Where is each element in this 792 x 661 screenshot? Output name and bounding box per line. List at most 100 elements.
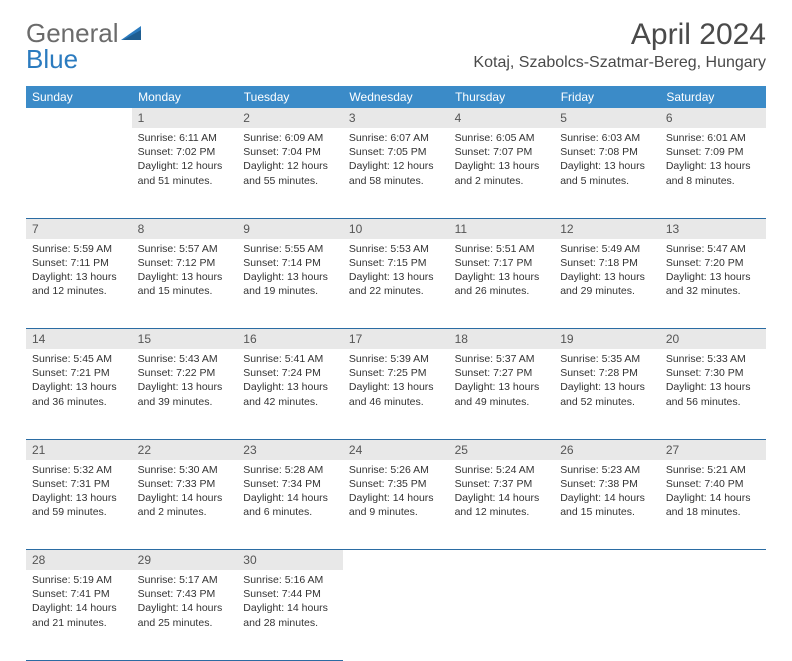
- day-content-cell: Sunrise: 5:37 AMSunset: 7:27 PMDaylight:…: [449, 349, 555, 439]
- day-content-cell: Sunrise: 5:55 AMSunset: 7:14 PMDaylight:…: [237, 239, 343, 329]
- day-number-cell: 16: [237, 329, 343, 350]
- sunset-line: Sunset: 7:08 PM: [560, 145, 654, 159]
- day-number-cell: 28: [26, 550, 132, 571]
- sunset-line: Sunset: 7:18 PM: [560, 256, 654, 270]
- day-number-cell: 13: [660, 218, 766, 239]
- sunset-line: Sunset: 7:43 PM: [138, 587, 232, 601]
- day-content-cell: Sunrise: 5:32 AMSunset: 7:31 PMDaylight:…: [26, 460, 132, 550]
- day-number-row: 14151617181920: [26, 329, 766, 350]
- day-content-cell: Sunrise: 5:59 AMSunset: 7:11 PMDaylight:…: [26, 239, 132, 329]
- sunrise-line: Sunrise: 6:11 AM: [138, 131, 232, 145]
- day-content-cell: Sunrise: 5:47 AMSunset: 7:20 PMDaylight:…: [660, 239, 766, 329]
- sunset-line: Sunset: 7:02 PM: [138, 145, 232, 159]
- location: Kotaj, Szabolcs-Szatmar-Bereg, Hungary: [473, 54, 766, 72]
- sunrise-line: Sunrise: 6:05 AM: [455, 131, 549, 145]
- sunset-line: Sunset: 7:37 PM: [455, 477, 549, 491]
- day-number-cell: 25: [449, 439, 555, 460]
- sunrise-line: Sunrise: 6:09 AM: [243, 131, 337, 145]
- sunset-line: Sunset: 7:21 PM: [32, 366, 126, 380]
- day-content-cell: Sunrise: 6:09 AMSunset: 7:04 PMDaylight:…: [237, 128, 343, 218]
- day-content-row: Sunrise: 6:11 AMSunset: 7:02 PMDaylight:…: [26, 128, 766, 218]
- weekday-header: Friday: [554, 86, 660, 108]
- daylight-line: Daylight: 12 hours and 51 minutes.: [138, 159, 232, 187]
- sunrise-line: Sunrise: 5:17 AM: [138, 573, 232, 587]
- day-number-cell: [449, 550, 555, 571]
- day-number-row: 21222324252627: [26, 439, 766, 460]
- sunrise-line: Sunrise: 5:59 AM: [32, 242, 126, 256]
- weekday-header: Monday: [132, 86, 238, 108]
- sunset-line: Sunset: 7:24 PM: [243, 366, 337, 380]
- sunrise-line: Sunrise: 5:37 AM: [455, 352, 549, 366]
- sunrise-line: Sunrise: 5:16 AM: [243, 573, 337, 587]
- sunset-line: Sunset: 7:35 PM: [349, 477, 443, 491]
- day-number-cell: 23: [237, 439, 343, 460]
- sunset-line: Sunset: 7:05 PM: [349, 145, 443, 159]
- day-content-cell: [554, 570, 660, 660]
- sunrise-line: Sunrise: 6:07 AM: [349, 131, 443, 145]
- day-content-row: Sunrise: 5:45 AMSunset: 7:21 PMDaylight:…: [26, 349, 766, 439]
- day-content-row: Sunrise: 5:19 AMSunset: 7:41 PMDaylight:…: [26, 570, 766, 660]
- sunrise-line: Sunrise: 5:51 AM: [455, 242, 549, 256]
- day-content-cell: Sunrise: 5:23 AMSunset: 7:38 PMDaylight:…: [554, 460, 660, 550]
- daylight-line: Daylight: 12 hours and 55 minutes.: [243, 159, 337, 187]
- day-number-cell: 2: [237, 108, 343, 128]
- day-content-cell: Sunrise: 5:39 AMSunset: 7:25 PMDaylight:…: [343, 349, 449, 439]
- sunset-line: Sunset: 7:14 PM: [243, 256, 337, 270]
- day-number-cell: 30: [237, 550, 343, 571]
- sunrise-line: Sunrise: 5:49 AM: [560, 242, 654, 256]
- day-number-row: 282930: [26, 550, 766, 571]
- daylight-line: Daylight: 13 hours and 2 minutes.: [455, 159, 549, 187]
- sunset-line: Sunset: 7:34 PM: [243, 477, 337, 491]
- day-number-cell: 9: [237, 218, 343, 239]
- sunset-line: Sunset: 7:22 PM: [138, 366, 232, 380]
- daylight-line: Daylight: 13 hours and 8 minutes.: [666, 159, 760, 187]
- daylight-line: Daylight: 13 hours and 19 minutes.: [243, 270, 337, 298]
- header-right: April 2024 Kotaj, Szabolcs-Szatmar-Bereg…: [473, 18, 766, 72]
- daylight-line: Daylight: 14 hours and 2 minutes.: [138, 491, 232, 519]
- daylight-line: Daylight: 13 hours and 56 minutes.: [666, 380, 760, 408]
- day-content-row: Sunrise: 5:32 AMSunset: 7:31 PMDaylight:…: [26, 460, 766, 550]
- day-content-cell: [660, 570, 766, 660]
- sunrise-line: Sunrise: 5:24 AM: [455, 463, 549, 477]
- weekday-header: Saturday: [660, 86, 766, 108]
- sunrise-line: Sunrise: 6:01 AM: [666, 131, 760, 145]
- day-number-cell: 24: [343, 439, 449, 460]
- day-number-cell: [554, 550, 660, 571]
- sunrise-line: Sunrise: 6:03 AM: [560, 131, 654, 145]
- sunrise-line: Sunrise: 5:28 AM: [243, 463, 337, 477]
- weekday-header-row: SundayMondayTuesdayWednesdayThursdayFrid…: [26, 86, 766, 108]
- day-number-cell: 6: [660, 108, 766, 128]
- day-number-cell: 27: [660, 439, 766, 460]
- day-number-row: 78910111213: [26, 218, 766, 239]
- daylight-line: Daylight: 13 hours and 36 minutes.: [32, 380, 126, 408]
- weekday-header: Tuesday: [237, 86, 343, 108]
- day-content-cell: Sunrise: 5:30 AMSunset: 7:33 PMDaylight:…: [132, 460, 238, 550]
- day-content-cell: Sunrise: 5:17 AMSunset: 7:43 PMDaylight:…: [132, 570, 238, 660]
- day-content-cell: Sunrise: 5:26 AMSunset: 7:35 PMDaylight:…: [343, 460, 449, 550]
- sunrise-line: Sunrise: 5:45 AM: [32, 352, 126, 366]
- daylight-line: Daylight: 13 hours and 15 minutes.: [138, 270, 232, 298]
- sunrise-line: Sunrise: 5:30 AM: [138, 463, 232, 477]
- day-content-cell: Sunrise: 5:45 AMSunset: 7:21 PMDaylight:…: [26, 349, 132, 439]
- daylight-line: Daylight: 13 hours and 12 minutes.: [32, 270, 126, 298]
- sunrise-line: Sunrise: 5:39 AM: [349, 352, 443, 366]
- logo-text-2: Blue: [26, 44, 78, 75]
- daylight-line: Daylight: 14 hours and 21 minutes.: [32, 601, 126, 629]
- weekday-header: Sunday: [26, 86, 132, 108]
- daylight-line: Daylight: 12 hours and 58 minutes.: [349, 159, 443, 187]
- sunset-line: Sunset: 7:40 PM: [666, 477, 760, 491]
- sunset-line: Sunset: 7:33 PM: [138, 477, 232, 491]
- day-number-cell: 29: [132, 550, 238, 571]
- day-content-cell: Sunrise: 5:33 AMSunset: 7:30 PMDaylight:…: [660, 349, 766, 439]
- day-number-cell: [660, 550, 766, 571]
- day-content-row: Sunrise: 5:59 AMSunset: 7:11 PMDaylight:…: [26, 239, 766, 329]
- day-number-cell: 14: [26, 329, 132, 350]
- sunset-line: Sunset: 7:30 PM: [666, 366, 760, 380]
- calendar-table: SundayMondayTuesdayWednesdayThursdayFrid…: [26, 86, 766, 661]
- sunset-line: Sunset: 7:04 PM: [243, 145, 337, 159]
- day-number-cell: 1: [132, 108, 238, 128]
- daylight-line: Daylight: 13 hours and 52 minutes.: [560, 380, 654, 408]
- day-content-cell: Sunrise: 5:16 AMSunset: 7:44 PMDaylight:…: [237, 570, 343, 660]
- sunrise-line: Sunrise: 5:26 AM: [349, 463, 443, 477]
- daylight-line: Daylight: 13 hours and 39 minutes.: [138, 380, 232, 408]
